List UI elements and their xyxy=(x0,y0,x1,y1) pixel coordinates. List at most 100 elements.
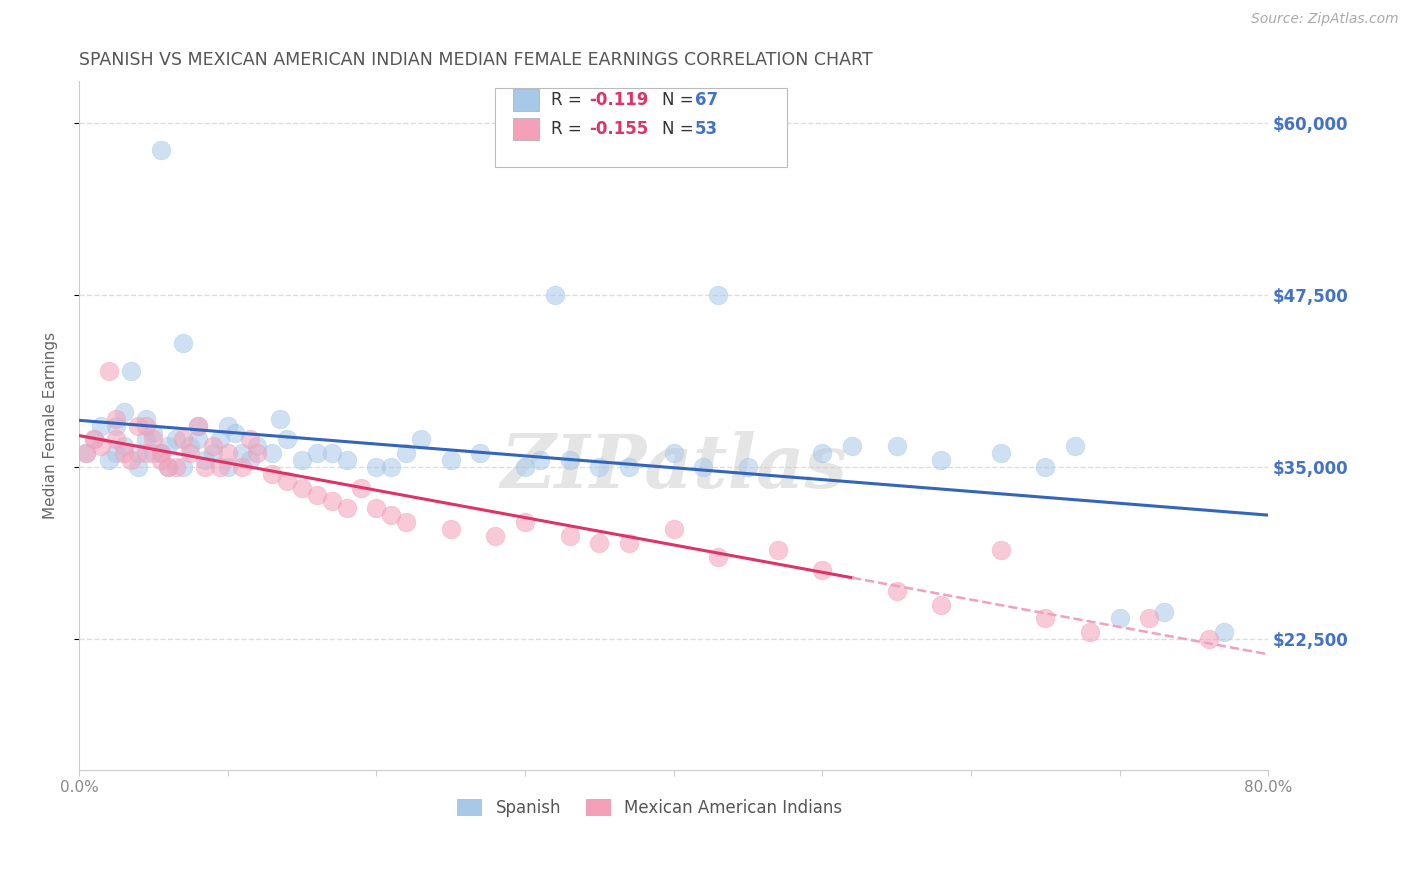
Mexican American Indians xyxy=(112,446,135,460)
Mexican American Indians xyxy=(513,515,536,529)
Spanish xyxy=(439,453,461,467)
Spanish xyxy=(1064,439,1087,453)
Spanish xyxy=(321,446,343,460)
Spanish xyxy=(105,418,128,433)
Spanish xyxy=(558,453,581,467)
Bar xyxy=(513,89,538,111)
Spanish xyxy=(201,446,224,460)
Spanish xyxy=(529,453,551,467)
Spanish xyxy=(366,460,388,475)
Mexican American Indians xyxy=(766,542,789,557)
Text: R =: R = xyxy=(551,120,588,138)
Mexican American Indians xyxy=(217,446,239,460)
Spanish xyxy=(1033,460,1056,475)
Spanish xyxy=(662,446,685,460)
Spanish xyxy=(395,446,418,460)
Mexican American Indians xyxy=(75,446,97,460)
Spanish xyxy=(135,411,157,425)
Mexican American Indians xyxy=(194,460,217,475)
Mexican American Indians xyxy=(276,474,298,488)
Spanish xyxy=(617,460,640,475)
Mexican American Indians xyxy=(1033,611,1056,625)
Spanish xyxy=(470,446,492,460)
Mexican American Indians xyxy=(366,501,388,516)
Spanish xyxy=(142,446,165,460)
Text: Source: ZipAtlas.com: Source: ZipAtlas.com xyxy=(1251,12,1399,26)
Spanish xyxy=(172,336,194,351)
Spanish xyxy=(841,439,863,453)
Spanish xyxy=(513,460,536,475)
Spanish xyxy=(172,460,194,475)
Mexican American Indians xyxy=(262,467,284,481)
Mexican American Indians xyxy=(90,439,112,453)
Mexican American Indians xyxy=(305,487,328,501)
Text: N =: N = xyxy=(662,120,699,138)
FancyBboxPatch shape xyxy=(495,88,786,168)
Spanish xyxy=(1212,625,1234,640)
Text: ZIPatlas: ZIPatlas xyxy=(501,431,846,503)
Mexican American Indians xyxy=(929,598,952,612)
Spanish xyxy=(127,460,149,475)
Spanish xyxy=(269,411,291,425)
Spanish xyxy=(231,446,253,460)
Mexican American Indians xyxy=(83,433,105,447)
Spanish xyxy=(543,288,565,302)
Mexican American Indians xyxy=(1078,625,1101,640)
Mexican American Indians xyxy=(1198,632,1220,647)
Spanish xyxy=(90,418,112,433)
Spanish xyxy=(1108,611,1130,625)
Text: -0.119: -0.119 xyxy=(589,91,648,109)
Mexican American Indians xyxy=(990,542,1012,557)
Spanish xyxy=(886,439,908,453)
Y-axis label: Median Female Earnings: Median Female Earnings xyxy=(44,332,58,519)
Spanish xyxy=(305,446,328,460)
Mexican American Indians xyxy=(120,453,142,467)
Mexican American Indians xyxy=(127,418,149,433)
Spanish xyxy=(135,433,157,447)
Legend: Spanish, Mexican American Indians: Spanish, Mexican American Indians xyxy=(450,792,849,823)
Mexican American Indians xyxy=(239,433,262,447)
Spanish xyxy=(149,446,172,460)
Mexican American Indians xyxy=(135,446,157,460)
Spanish xyxy=(112,439,135,453)
Spanish xyxy=(409,433,432,447)
Spanish xyxy=(112,405,135,419)
Spanish xyxy=(811,446,834,460)
Mexican American Indians xyxy=(558,529,581,543)
Spanish xyxy=(157,460,180,475)
Mexican American Indians xyxy=(395,515,418,529)
Spanish xyxy=(335,453,357,467)
Spanish xyxy=(1153,605,1175,619)
Mexican American Indians xyxy=(179,446,201,460)
Mexican American Indians xyxy=(97,363,120,377)
Spanish xyxy=(142,425,165,440)
Text: 67: 67 xyxy=(695,91,718,109)
Mexican American Indians xyxy=(886,583,908,598)
Text: SPANISH VS MEXICAN AMERICAN INDIAN MEDIAN FEMALE EARNINGS CORRELATION CHART: SPANISH VS MEXICAN AMERICAN INDIAN MEDIA… xyxy=(79,51,873,69)
Text: N =: N = xyxy=(662,91,699,109)
Mexican American Indians xyxy=(105,433,128,447)
Spanish xyxy=(149,143,172,157)
Text: R =: R = xyxy=(551,91,588,109)
Spanish xyxy=(97,453,120,467)
Mexican American Indians xyxy=(335,501,357,516)
Mexican American Indians xyxy=(149,446,172,460)
Spanish xyxy=(209,433,232,447)
Mexican American Indians xyxy=(350,481,373,495)
Mexican American Indians xyxy=(811,563,834,577)
Spanish xyxy=(179,439,201,453)
Mexican American Indians xyxy=(707,549,730,564)
Mexican American Indians xyxy=(201,439,224,453)
Spanish xyxy=(120,363,142,377)
Spanish xyxy=(187,433,209,447)
Spanish xyxy=(224,425,246,440)
Spanish xyxy=(127,446,149,460)
Mexican American Indians xyxy=(321,494,343,508)
Spanish xyxy=(75,446,97,460)
Mexican American Indians xyxy=(291,481,314,495)
Mexican American Indians xyxy=(439,522,461,536)
Spanish xyxy=(276,433,298,447)
Spanish xyxy=(707,288,730,302)
Spanish xyxy=(990,446,1012,460)
Mexican American Indians xyxy=(165,460,187,475)
